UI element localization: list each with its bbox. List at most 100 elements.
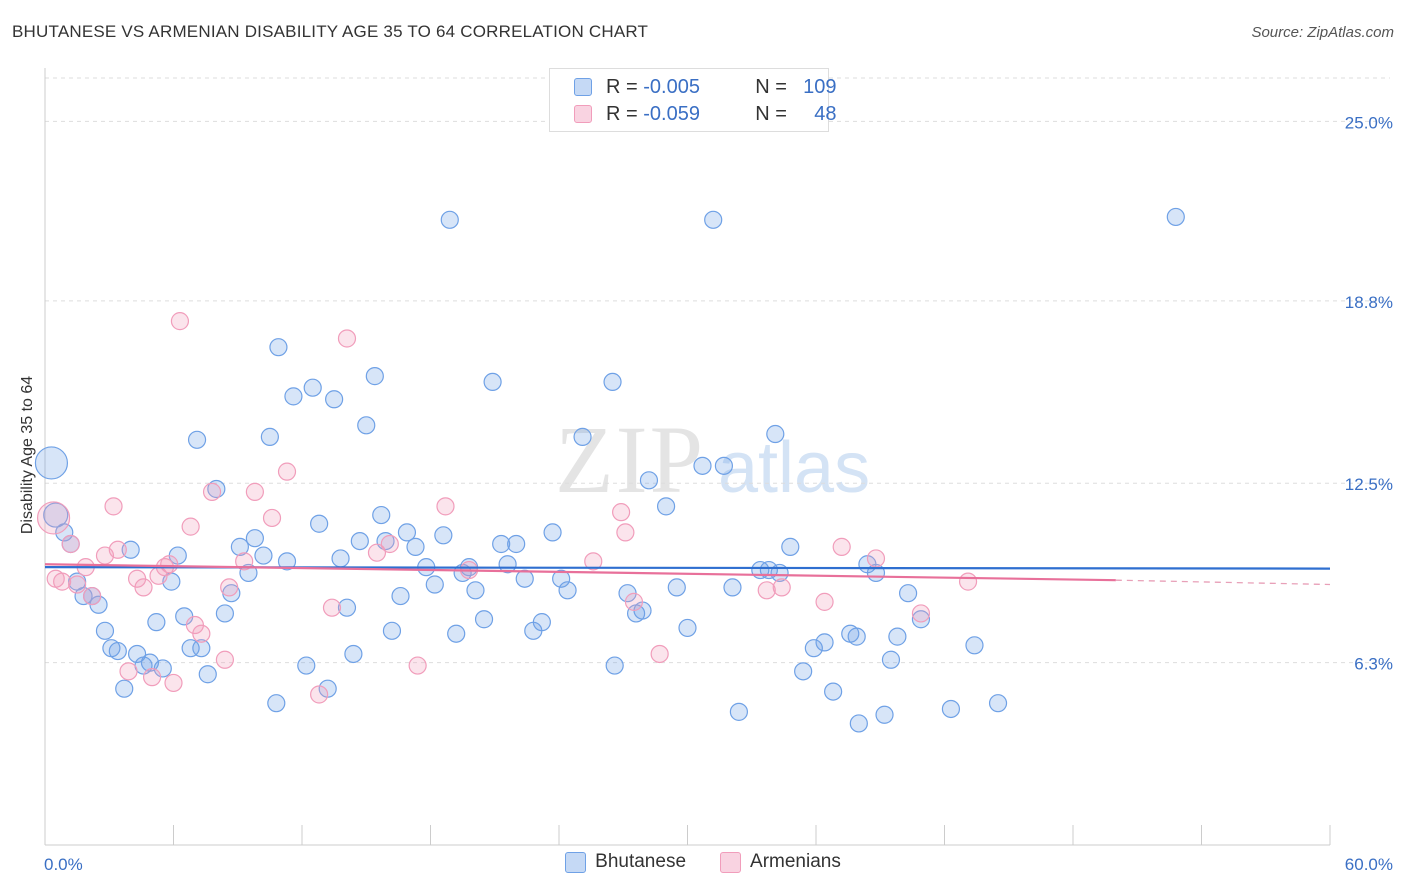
point-bhutanese <box>331 549 350 568</box>
point-bhutanese <box>357 416 376 435</box>
point-bhutanese <box>187 430 207 449</box>
point-armenians <box>832 537 851 556</box>
point-armenians <box>624 592 644 611</box>
point-armenians <box>235 552 254 571</box>
point-armenians <box>160 555 179 574</box>
point-bhutanese <box>198 665 217 684</box>
point-armenians <box>245 482 264 501</box>
point-bhutanese <box>723 578 742 597</box>
point-bhutanese <box>573 427 592 446</box>
point-bhutanese <box>815 633 834 652</box>
point-bhutanese <box>492 534 511 554</box>
point-bhutanese <box>181 639 200 658</box>
point-bhutanese <box>95 621 115 640</box>
point-bhutanese <box>230 537 249 556</box>
point-bhutanese <box>824 682 843 701</box>
point-bhutanese <box>714 456 734 475</box>
point-bhutanese <box>639 471 659 490</box>
point-bhutanese <box>483 372 502 392</box>
legend-item-armenians[interactable]: Armenians <box>720 851 841 873</box>
point-bhutanese <box>911 610 931 629</box>
n-label: N = <box>755 75 793 98</box>
legend-item-bhutanese[interactable]: Bhutanese <box>565 851 686 873</box>
point-armenians <box>310 685 329 704</box>
point-armenians <box>83 586 102 606</box>
point-armenians <box>911 604 931 623</box>
point-bhutanese <box>254 546 273 565</box>
point-bhutanese <box>988 694 1008 713</box>
point-armenians <box>134 578 153 597</box>
r-value: -0.059 <box>643 102 700 125</box>
point-bhutanese <box>781 537 800 556</box>
point-armenians <box>772 578 791 597</box>
point-armenians <box>53 572 72 591</box>
point-bhutanese <box>543 523 562 542</box>
point-bhutanese <box>965 636 984 655</box>
point-bhutanese <box>898 584 918 603</box>
point-armenians <box>104 497 123 516</box>
point-armenians <box>367 543 387 562</box>
n-value: 109 <box>803 75 837 98</box>
series-legend: Bhutanese Armenians <box>0 851 1406 873</box>
point-bhutanese <box>267 694 286 713</box>
point-armenians <box>192 624 211 643</box>
point-armenians <box>337 329 357 348</box>
point-bhutanese <box>678 618 697 638</box>
point-bhutanese <box>127 644 147 664</box>
point-armenians <box>277 462 297 481</box>
point-bhutanese <box>425 575 444 594</box>
legend-swatch-armenians <box>720 851 742 873</box>
point-bhutanese <box>558 581 577 600</box>
stats-row-armenians: R = -0.059 N = 48 <box>574 101 837 127</box>
point-armenians <box>119 662 138 681</box>
swatch-armenians <box>574 105 592 123</box>
x-tick-label-max: 60.0% <box>1345 855 1393 874</box>
point-armenians <box>584 552 603 571</box>
trend-line-armenians-extension <box>1115 579 1331 586</box>
point-bhutanese <box>515 569 534 588</box>
point-bhutanese <box>269 338 288 357</box>
point-armenians <box>262 508 282 528</box>
trend-line-armenians <box>44 563 1116 582</box>
point-bhutanese <box>434 526 453 545</box>
point-bhutanese <box>34 446 69 480</box>
point-armenians <box>815 592 834 611</box>
y-tick-label: 6.3% <box>1354 655 1393 674</box>
n-value: 48 <box>814 102 837 125</box>
x-tick-label-min: 0.0% <box>44 855 83 874</box>
point-armenians <box>220 578 239 597</box>
y-tick-label: 12.5% <box>1345 475 1393 494</box>
watermark-atlas: atlas <box>718 428 870 508</box>
point-bhutanese <box>147 613 166 632</box>
point-bhutanese <box>121 540 140 559</box>
point-bhutanese <box>941 699 961 719</box>
point-armenians <box>36 501 71 535</box>
point-bhutanese <box>704 210 723 229</box>
point-bhutanese <box>382 621 402 640</box>
point-bhutanese <box>804 639 823 658</box>
point-bhutanese <box>875 705 894 724</box>
point-armenians <box>142 668 162 687</box>
point-armenians <box>68 575 87 594</box>
point-bhutanese <box>847 627 866 646</box>
point-bhutanese <box>372 505 391 525</box>
point-bhutanese <box>260 427 279 446</box>
stats-row-bhutanese: R = -0.005 N = 109 <box>574 74 837 100</box>
point-bhutanese <box>303 378 322 397</box>
point-bhutanese <box>277 552 297 571</box>
point-bhutanese <box>474 610 494 629</box>
point-bhutanese <box>310 514 329 533</box>
point-bhutanese <box>406 537 425 556</box>
point-bhutanese <box>729 702 749 721</box>
point-armenians <box>181 517 200 536</box>
point-armenians <box>108 540 127 559</box>
point-bhutanese <box>881 650 901 669</box>
point-bhutanese <box>297 656 316 675</box>
point-bhutanese <box>849 714 868 733</box>
point-bhutanese <box>656 497 676 516</box>
point-bhutanese <box>605 656 624 675</box>
point-bhutanese <box>43 502 69 528</box>
source-label: Source: ZipAtlas.com <box>1251 24 1394 41</box>
point-bhutanese <box>344 644 363 664</box>
